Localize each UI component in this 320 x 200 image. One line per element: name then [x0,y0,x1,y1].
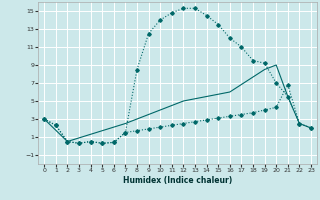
X-axis label: Humidex (Indice chaleur): Humidex (Indice chaleur) [123,176,232,185]
